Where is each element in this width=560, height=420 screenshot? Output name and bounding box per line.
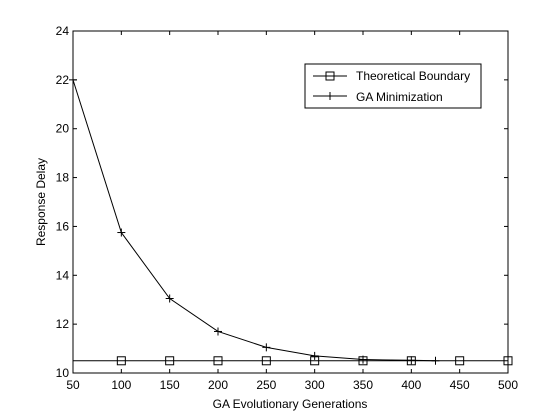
- y-axis-label: Response Delay: [34, 158, 48, 246]
- legend-marker-square: [325, 71, 335, 81]
- point-ga-minimization-50: [69, 75, 77, 84]
- series-layer: [69, 75, 513, 366]
- point-ga-minimization-425: [431, 356, 440, 365]
- x-tick-label-400: 400: [401, 378, 421, 392]
- point-theoretical-boundary-450: [455, 356, 465, 366]
- x-tick-label-350: 350: [353, 378, 373, 392]
- point-theoretical-boundary-500: [503, 356, 513, 366]
- point-theoretical-boundary-100: [116, 356, 126, 366]
- x-axis-label: GA Evolutionary Generations: [213, 397, 368, 411]
- x-tick-label-50: 50: [66, 378, 80, 392]
- point-theoretical-boundary-250: [261, 356, 271, 366]
- x-tick-label-150: 150: [160, 378, 180, 392]
- legend-label-ga-minimization: GA Minimization: [356, 90, 443, 104]
- legend-box: [304, 63, 482, 109]
- legend: Theoretical Boundary GA Minimization: [304, 63, 482, 109]
- y-tick-label-24: 24: [56, 24, 70, 38]
- legend-marker-plus: [326, 92, 334, 100]
- point-ga-minimization-200: [214, 327, 222, 336]
- x-tick-label-250: 250: [256, 378, 276, 392]
- point-ga-minimization-300: [310, 351, 319, 360]
- y-tick-label-14: 14: [56, 268, 70, 282]
- legend-label-theoretical-boundary: Theoretical Boundary: [356, 69, 470, 83]
- y-tick-label-22: 22: [56, 73, 70, 87]
- point-ga-minimization-100: [117, 228, 126, 237]
- y-tick-label-18: 18: [56, 171, 70, 185]
- x-tick-label-500: 500: [498, 378, 518, 392]
- point-ga-minimization-150: [165, 294, 174, 303]
- x-tick-label-100: 100: [111, 378, 131, 392]
- point-ga-minimization-400: [407, 356, 416, 365]
- y-tick-label-12: 12: [56, 317, 70, 331]
- y-tick-label-16: 16: [56, 219, 70, 233]
- point-theoretical-boundary-150: [165, 356, 175, 366]
- point-ga-minimization-350: [359, 355, 367, 364]
- x-tick-label-200: 200: [208, 378, 228, 392]
- point-ga-minimization-250: [262, 343, 271, 352]
- y-axis-ticks: 10 12 14 16 18 20 22 24: [56, 24, 508, 380]
- y-tick-label-20: 20: [56, 122, 70, 136]
- y-tick-label-10: 10: [56, 366, 70, 380]
- point-theoretical-boundary-200: [213, 356, 223, 366]
- x-axis-ticks: 50 100 150 200 250 300 350 400 450 500: [66, 31, 518, 392]
- x-tick-label-300: 300: [305, 378, 325, 392]
- x-tick-label-450: 450: [450, 378, 470, 392]
